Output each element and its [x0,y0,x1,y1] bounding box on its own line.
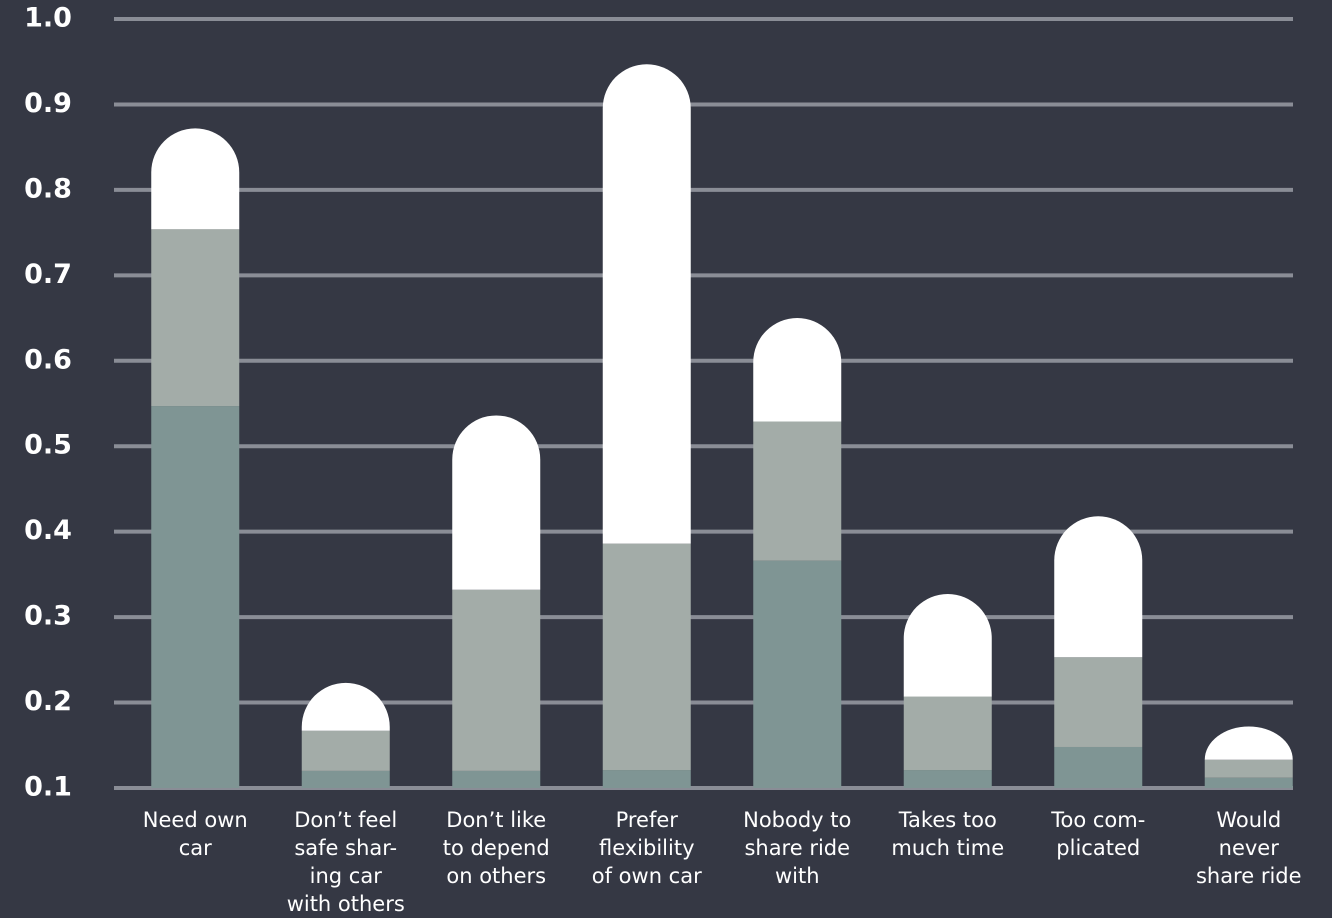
bar-segment [1204,759,1293,778]
y-tick-label: 0.3 [24,601,72,632]
y-tick-label: 0.7 [24,259,72,290]
x-tick-label: Nobody to share ride with [743,808,852,888]
bar-segment [602,64,691,544]
bar-segment [903,594,992,697]
bar-segment [151,229,240,407]
x-tick-label: Too com- plicated [1051,808,1146,860]
y-tick-label: 0.6 [24,344,72,375]
y-tick-label: 0.4 [24,515,72,546]
y-tick-label: 0.2 [24,686,72,717]
bar-segment [151,128,240,230]
y-tick-label: 0.9 [24,88,72,119]
bar-segment [151,406,240,788]
bar-segment [753,318,842,422]
bar-segment [602,543,691,771]
y-tick-label: 0.8 [24,173,72,204]
y-tick-label: 1.0 [24,3,72,34]
bar-segment [753,421,842,561]
x-tick-label: Takes too much time [891,808,1005,860]
bar-segment [903,770,992,788]
bar-segment [1054,657,1143,747]
bar-segment [753,560,842,788]
bar-segment [1204,777,1293,788]
x-tick-label: Don’t feel safe shar- ing car with other… [286,808,405,916]
bar-segment [452,589,541,771]
y-tick-label: 0.1 [24,772,72,803]
bar-segment [1054,746,1143,788]
x-tick-label: Don’t like to depend on others [442,808,550,888]
bar-segment [301,682,390,731]
bar-segment [452,770,541,788]
bar-segment [452,415,541,590]
x-tick-label: Would never share ride [1195,808,1302,888]
bar-segment [301,770,390,788]
bar-segment [903,696,992,771]
y-tick-label: 0.5 [24,430,72,461]
x-tick-label: Need own car [142,808,248,860]
bar-segment [301,730,390,771]
bar-segment [1054,516,1143,658]
bar-segment [1204,726,1293,760]
x-tick-label: Prefer flexibility of own car [591,808,702,888]
bar-segment [602,770,691,788]
